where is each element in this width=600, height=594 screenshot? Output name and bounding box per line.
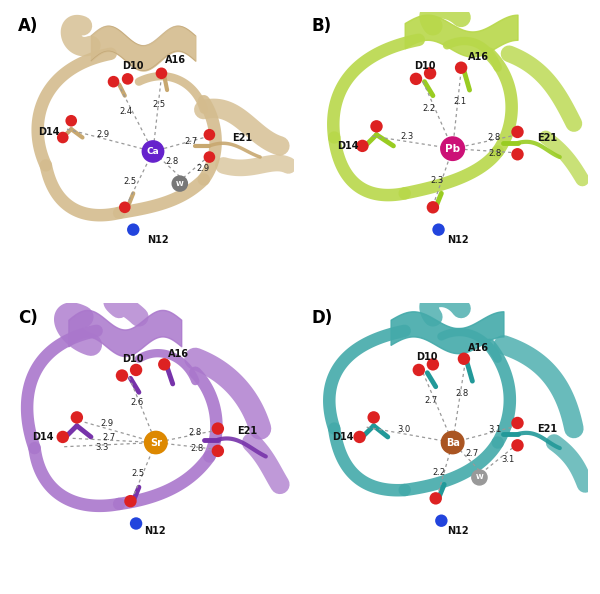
Text: W: W: [176, 181, 184, 187]
Text: A): A): [17, 17, 38, 36]
Text: 2.5: 2.5: [131, 469, 145, 478]
Text: E21: E21: [537, 424, 557, 434]
Text: 2.8: 2.8: [487, 133, 500, 142]
Point: [369, 413, 379, 422]
Text: 3.3: 3.3: [95, 443, 108, 452]
Circle shape: [142, 141, 164, 162]
Text: D14: D14: [338, 141, 359, 151]
Point: [117, 371, 127, 380]
Point: [131, 365, 141, 375]
Text: 2.9: 2.9: [101, 419, 114, 428]
Text: 3.1: 3.1: [488, 425, 502, 434]
Point: [431, 494, 440, 503]
Point: [58, 432, 68, 442]
Point: [213, 424, 223, 434]
Text: 2.7: 2.7: [424, 396, 437, 405]
Point: [58, 132, 68, 142]
Text: 2.3: 2.3: [400, 132, 413, 141]
Text: Sr: Sr: [150, 438, 162, 447]
Text: 2.7: 2.7: [184, 137, 197, 146]
Text: 2.1: 2.1: [453, 97, 466, 106]
Circle shape: [442, 431, 464, 454]
Point: [512, 150, 522, 159]
Point: [128, 225, 138, 235]
Circle shape: [172, 176, 187, 191]
Text: N12: N12: [447, 235, 469, 245]
Text: N12: N12: [145, 526, 166, 536]
Text: 2.8: 2.8: [190, 444, 203, 453]
Point: [67, 116, 76, 125]
Circle shape: [441, 137, 464, 160]
Text: 2.2: 2.2: [423, 104, 436, 113]
Text: N12: N12: [447, 526, 469, 536]
Point: [425, 68, 435, 78]
Text: 2.4: 2.4: [119, 107, 132, 116]
Text: E21: E21: [232, 132, 252, 143]
Text: D10: D10: [122, 61, 144, 71]
Text: D14: D14: [32, 432, 54, 442]
Text: 2.8: 2.8: [488, 149, 502, 158]
Text: 3.0: 3.0: [397, 425, 410, 434]
Text: 2.7: 2.7: [465, 449, 478, 458]
Point: [131, 519, 141, 528]
Point: [120, 203, 130, 212]
Point: [459, 354, 469, 364]
Text: D10: D10: [413, 61, 435, 71]
Text: 2.9: 2.9: [97, 130, 110, 139]
Text: E21: E21: [238, 426, 258, 437]
Point: [512, 441, 522, 450]
Point: [213, 446, 223, 456]
Text: D10: D10: [122, 355, 144, 364]
Text: N12: N12: [148, 235, 169, 245]
Point: [512, 418, 522, 428]
Text: C): C): [17, 308, 37, 327]
Text: 2.9: 2.9: [196, 164, 209, 173]
Text: 2.5: 2.5: [152, 100, 165, 109]
Point: [205, 130, 214, 140]
Point: [414, 365, 424, 375]
Point: [123, 74, 133, 84]
Text: 2.5: 2.5: [123, 177, 136, 186]
Text: Pb: Pb: [445, 144, 460, 154]
Point: [437, 516, 446, 526]
Text: D10: D10: [416, 352, 438, 362]
Text: A16: A16: [467, 52, 488, 62]
Text: A16: A16: [467, 343, 488, 353]
Text: 2.2: 2.2: [433, 468, 446, 477]
Text: A16: A16: [168, 349, 189, 359]
Point: [160, 359, 169, 369]
Point: [411, 74, 421, 84]
Text: 2.3: 2.3: [431, 176, 444, 185]
Point: [428, 359, 438, 369]
Text: B): B): [311, 17, 332, 36]
Text: W: W: [476, 475, 484, 481]
Point: [125, 497, 135, 506]
Text: Ca: Ca: [146, 147, 160, 156]
Point: [428, 203, 438, 212]
Point: [457, 63, 466, 72]
Text: 2.6: 2.6: [130, 398, 143, 407]
Point: [157, 68, 166, 78]
Text: D): D): [311, 308, 333, 327]
Point: [109, 77, 118, 86]
Text: 2.8: 2.8: [455, 389, 469, 398]
Text: 2.7: 2.7: [102, 433, 115, 442]
Text: 2.8: 2.8: [188, 428, 202, 437]
Text: D14: D14: [332, 432, 353, 442]
Text: E21: E21: [537, 132, 557, 143]
Point: [72, 413, 82, 422]
Text: A16: A16: [165, 55, 186, 65]
Circle shape: [472, 470, 487, 485]
Text: Ba: Ba: [446, 438, 460, 447]
Point: [372, 122, 382, 131]
Text: 2.8: 2.8: [166, 157, 179, 166]
Point: [205, 152, 214, 162]
Point: [512, 127, 522, 137]
Circle shape: [145, 431, 167, 454]
Point: [358, 141, 367, 151]
Text: D14: D14: [38, 127, 59, 137]
Text: 3.1: 3.1: [502, 455, 515, 464]
Point: [434, 225, 443, 235]
Point: [355, 432, 364, 442]
